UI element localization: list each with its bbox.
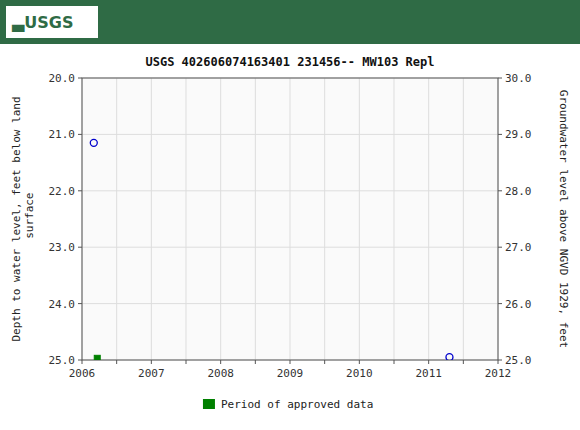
tick-label: 28.0 (505, 185, 532, 198)
grid-line (186, 78, 187, 360)
grid-line (82, 190, 498, 191)
header-bar (0, 0, 580, 44)
legend: Period of approved data (203, 398, 373, 411)
series (94, 355, 100, 360)
legend-label: Period of approved data (221, 398, 373, 411)
grid-line (82, 303, 498, 304)
tick-label: 26.0 (505, 298, 532, 311)
grid-line (324, 78, 325, 360)
tick-mark (186, 360, 187, 364)
axis-label-line: surface (23, 193, 36, 246)
y2-axis: 25.0 26.0 27.0 28.0 29.0 30.0 (498, 72, 532, 367)
axis-label-line: Depth to water level, feet below land (10, 96, 23, 341)
grid-line (151, 78, 152, 360)
tick-mark (220, 360, 221, 364)
plot-area (82, 78, 498, 360)
tick-mark (498, 360, 499, 364)
tick-mark (151, 360, 152, 364)
x-axis: 2006 2007 2008 2009 2010 2011 2012 (69, 360, 512, 380)
legend-swatch (203, 399, 215, 409)
tick-mark (498, 360, 502, 361)
tick-mark (394, 360, 395, 364)
tick-mark (255, 360, 256, 364)
grid-line (359, 78, 360, 360)
tick-mark (428, 360, 429, 364)
marks (90, 139, 453, 360)
grid-line (428, 78, 429, 360)
tick-mark (78, 78, 82, 79)
y-axis: 20.0 21.0 22.0 23.0 24.0 25.0 (49, 72, 83, 367)
tick-mark (463, 360, 464, 364)
tick-mark (78, 303, 82, 304)
tick-mark (324, 360, 325, 364)
grid-line (82, 247, 498, 248)
logo-box (6, 6, 98, 38)
point (90, 139, 97, 146)
point (446, 354, 453, 360)
logo-text: ▃USGS (11, 13, 73, 32)
tick-mark (359, 360, 360, 364)
tick-label: 27.0 (505, 241, 532, 254)
grid-line (255, 78, 256, 360)
tick-mark (498, 190, 502, 191)
grid-line (116, 78, 117, 360)
grid-line (220, 78, 221, 360)
tick-mark (78, 360, 82, 361)
tick-label: 24.0 (49, 298, 76, 311)
title: USGS 402606074163401 231456-- MW103 Repl (146, 55, 435, 69)
tick-mark (116, 360, 117, 364)
grid (82, 78, 498, 360)
series (90, 139, 453, 360)
grid-line (463, 78, 464, 360)
chart: ▃USGS 2006 2007 2008 2009 2010 2011 2012 20.0 21.… (0, 0, 580, 430)
tick-label: 2006 (69, 367, 96, 380)
axis-label: Groundwater level above NGVD 1929, feet (557, 90, 570, 348)
tick-label: 25.0 (49, 354, 76, 367)
tick-mark (498, 303, 502, 304)
tick-mark (82, 360, 83, 364)
axis-label: Depth to water level, feet below land su… (10, 96, 36, 341)
tick-mark (498, 78, 502, 79)
tick-label: 25.0 (505, 354, 532, 367)
grid-line (394, 78, 395, 360)
tick-label: 2009 (277, 367, 304, 380)
tick-mark (498, 247, 502, 248)
tick-label: 20.0 (49, 72, 76, 85)
tick-label: 22.0 (49, 185, 76, 198)
plot-frame (82, 78, 498, 360)
tick-label: 29.0 (505, 128, 532, 141)
point (94, 355, 100, 360)
tick-label: 23.0 (49, 241, 76, 254)
tick-mark (78, 190, 82, 191)
tick-label: 2008 (207, 367, 234, 380)
tick-label: 2012 (485, 367, 512, 380)
tick-mark (498, 134, 502, 135)
tick-label: 2007 (138, 367, 165, 380)
tick-label: 2010 (346, 367, 373, 380)
tick-mark (78, 134, 82, 135)
tick-label: 30.0 (505, 72, 532, 85)
tick-mark (290, 360, 291, 364)
tick-label: 2011 (415, 367, 442, 380)
grid-line (82, 134, 498, 135)
tick-label: 21.0 (49, 128, 76, 141)
tick-mark (78, 247, 82, 248)
grid-line (290, 78, 291, 360)
